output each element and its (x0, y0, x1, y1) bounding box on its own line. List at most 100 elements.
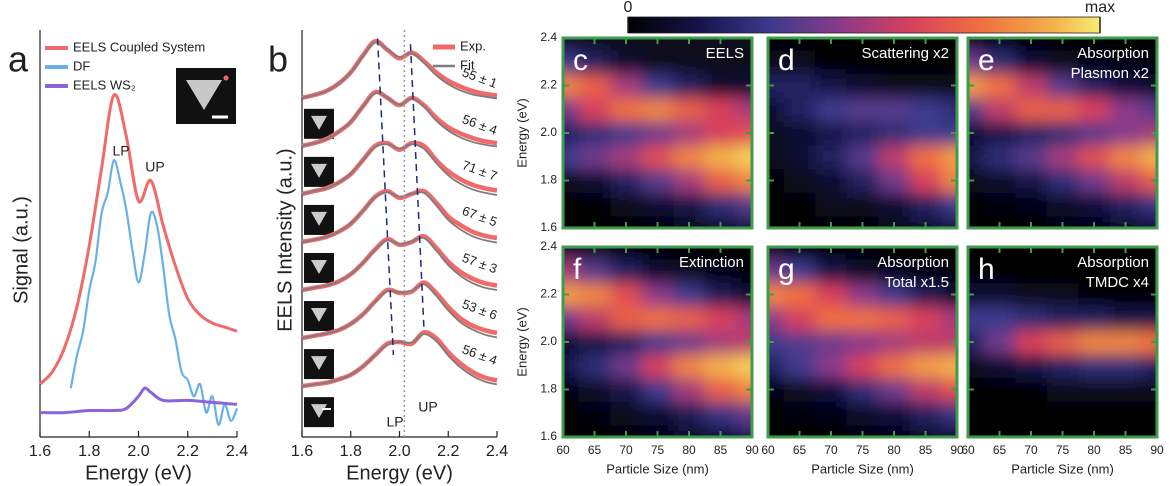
legend-label: Exp. (460, 38, 486, 53)
heatmap-cell (1078, 353, 1111, 379)
heatmap-cell (941, 282, 957, 307)
heatmap-cell (563, 425, 580, 437)
heatmap-cell (1141, 216, 1157, 228)
heatmap-cell (578, 97, 611, 122)
heatmap-cell (1109, 168, 1142, 193)
x-tick-label: 90 (745, 443, 759, 457)
heatmap-cell (673, 282, 706, 307)
y-tick-label: 2.0 (540, 125, 557, 139)
series-line (69, 159, 239, 426)
heatmap-cell (846, 247, 879, 260)
heatmap-cell (641, 121, 674, 146)
heatmap-cell (641, 97, 674, 122)
heatmap-cell (968, 144, 985, 170)
heatmap-cell (1141, 330, 1157, 355)
heatmap-cell (983, 258, 1016, 284)
heatmap-cell (563, 49, 580, 75)
heatmap-cell (846, 401, 879, 426)
heatmap-cell (878, 401, 911, 426)
heatmap-cell (941, 38, 957, 51)
heatmap-cell (1015, 247, 1048, 260)
heatmap-cell (1109, 49, 1142, 75)
x-tick-label: 85 (1119, 443, 1133, 457)
heatmap-cell (563, 144, 580, 170)
heatmap-cell (941, 192, 957, 217)
heatmap-cell (1078, 247, 1111, 260)
peak-annotation: UP (145, 159, 164, 175)
colorbar-tick-label: max (1085, 0, 1115, 16)
heatmap-cell (1015, 49, 1048, 75)
heatmap-cell (610, 401, 643, 426)
y-axis-label: Energy (eV) (514, 98, 529, 167)
heatmap-cell (704, 330, 737, 355)
x-tick-label: 2.4 (226, 443, 248, 460)
panel-title: Extinction (679, 254, 744, 271)
heatmap-cell (704, 97, 737, 122)
heatmap-cell (878, 282, 911, 307)
heatmap-cell (1015, 121, 1048, 146)
heatmap-cell (846, 49, 879, 75)
heatmap-cell (768, 192, 785, 217)
heatmap-cell (1046, 247, 1079, 260)
heatmap-cell (878, 121, 911, 146)
heatmap-cell (610, 49, 643, 75)
heatmap-cell (673, 49, 706, 75)
heatmap-cell (941, 73, 957, 98)
heatmap-cell (783, 353, 816, 379)
heatmap-cell (983, 377, 1016, 402)
heatmap-cell (673, 353, 706, 379)
heatmap-cell (846, 330, 879, 355)
y-tick-label: 1.8 (540, 382, 557, 396)
heatmap-cell (783, 377, 816, 402)
heatmap-cell (846, 282, 879, 307)
heatmap-cell (846, 73, 879, 98)
heatmap-cell (1078, 144, 1111, 170)
panel-title: Absorption (1077, 254, 1149, 271)
heatmap-cell (983, 353, 1016, 379)
size-label: 53 ± 6 (460, 296, 499, 322)
heatmap-cell (983, 282, 1016, 307)
heatmap-cell (783, 401, 816, 426)
heatmap-cell (968, 377, 985, 402)
heatmap-cell (563, 306, 580, 331)
heatmap-cell (846, 306, 879, 331)
heatmap-cell (846, 353, 879, 379)
heatmap-cell (1109, 38, 1142, 51)
heatmap-cell (983, 247, 1016, 260)
heatmap-cell (815, 258, 848, 284)
heatmap-cell (704, 353, 737, 379)
heatmap-cell (1109, 192, 1142, 217)
x-tick-label: 1.8 (78, 443, 100, 460)
panel-label: b (268, 39, 288, 80)
heatmap-cell (563, 401, 580, 426)
heatmap-cells (563, 247, 752, 437)
heatmap (563, 247, 752, 437)
y-tick-label: 2.2 (540, 287, 557, 301)
heatmap-cell (968, 306, 985, 331)
heatmap-cell (1015, 401, 1048, 426)
panel-label: h (978, 253, 995, 286)
heatmap-cell (610, 121, 643, 146)
x-tick-label: 60 (961, 443, 975, 457)
heatmap-cell (815, 49, 848, 75)
fit-line (301, 333, 498, 388)
heatmap-cell (815, 377, 848, 402)
x-tick-label: 85 (714, 443, 728, 457)
panel-label: d (778, 44, 795, 77)
fit-line (301, 92, 498, 148)
heatmap-cell (983, 73, 1016, 98)
heatmap-cell (1015, 144, 1048, 170)
heatmap-cell (941, 216, 957, 228)
heatmap-cell (968, 192, 985, 217)
heatmap-cell (578, 121, 611, 146)
x-tick-label: 90 (950, 443, 964, 457)
particle-thumbnail-shape (311, 163, 327, 178)
heatmap-cell (878, 73, 911, 98)
heatmap-cell (968, 49, 985, 75)
heatmap-cell (983, 49, 1016, 75)
heatmap-cell (641, 168, 674, 193)
heatmap-cell (968, 282, 985, 307)
panel-label: c (573, 44, 588, 77)
x-tick-label: 1.6 (291, 443, 313, 460)
heatmap-cell (878, 330, 911, 355)
